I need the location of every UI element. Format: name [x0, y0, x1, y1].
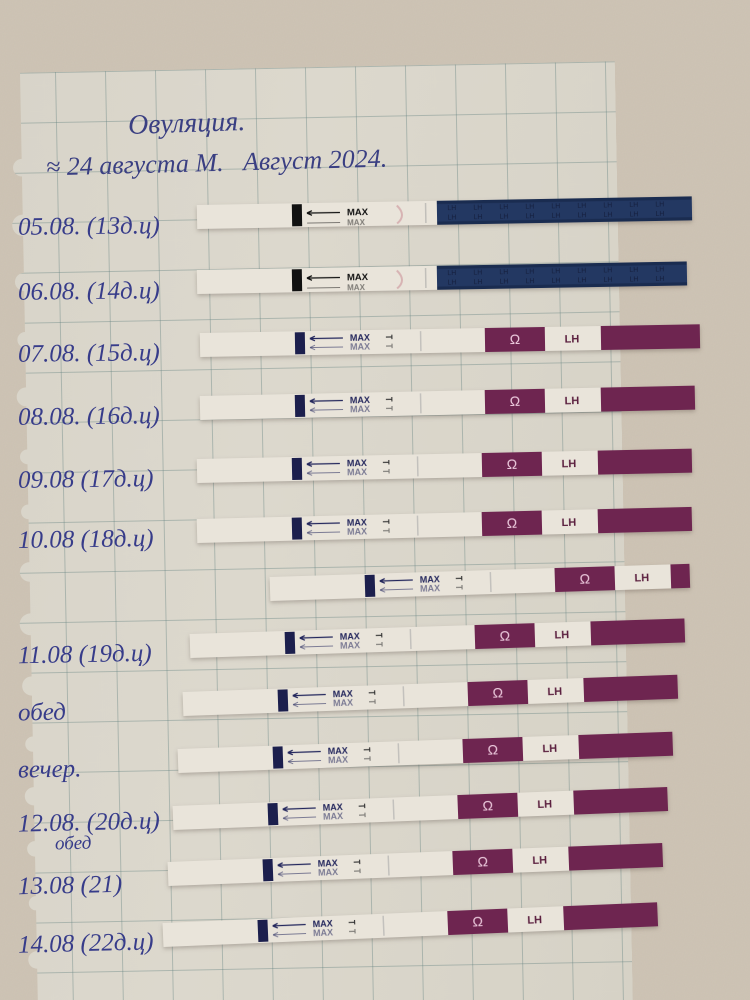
svg-text:LH: LH	[578, 277, 587, 284]
svg-text:Ω: Ω	[482, 797, 493, 813]
svg-text:Ω: Ω	[477, 853, 488, 869]
svg-text:LH: LH	[525, 204, 534, 211]
svg-text:Ω: Ω	[507, 456, 518, 472]
svg-text:LH: LH	[473, 270, 482, 277]
svg-text:LH: LH	[578, 212, 587, 219]
svg-text:LH: LH	[474, 279, 483, 286]
svg-text:MAX: MAX	[323, 811, 343, 822]
svg-text:LH: LH	[525, 269, 534, 276]
svg-text:MAX: MAX	[420, 583, 440, 594]
svg-text:LH: LH	[532, 854, 547, 867]
svg-text:LH: LH	[634, 572, 649, 584]
svg-text:LH: LH	[448, 279, 457, 286]
svg-text:LH: LH	[564, 395, 579, 407]
svg-text:Ω: Ω	[510, 331, 521, 347]
svg-text:LH: LH	[499, 204, 508, 211]
svg-text:LH: LH	[551, 203, 560, 210]
svg-text:Ω: Ω	[510, 393, 521, 409]
svg-text:LH: LH	[499, 269, 508, 276]
svg-text:LH: LH	[655, 211, 664, 218]
svg-text:MAX: MAX	[350, 342, 370, 352]
svg-text:Ω: Ω	[487, 741, 498, 757]
svg-text:LH: LH	[629, 202, 638, 209]
svg-text:LH: LH	[603, 267, 612, 274]
svg-text:MAX: MAX	[333, 698, 353, 709]
svg-text:LH: LH	[655, 201, 664, 208]
svg-text:MAX: MAX	[347, 526, 367, 536]
svg-text:MAX: MAX	[350, 404, 370, 414]
svg-text:LH: LH	[577, 203, 586, 210]
svg-text:Ω: Ω	[472, 913, 483, 929]
svg-text:LH: LH	[577, 268, 586, 275]
svg-text:MAX: MAX	[347, 283, 366, 292]
svg-text:MAX: MAX	[313, 927, 333, 938]
svg-text:LH: LH	[629, 211, 638, 218]
svg-text:MAX: MAX	[347, 207, 369, 218]
svg-text:Ω: Ω	[579, 570, 590, 586]
svg-text:LH: LH	[552, 213, 561, 220]
svg-text:Ω: Ω	[492, 684, 503, 700]
svg-text:MAX: MAX	[347, 467, 367, 477]
svg-text:LH: LH	[554, 629, 569, 641]
svg-text:LH: LH	[500, 279, 509, 286]
svg-text:LH: LH	[655, 266, 664, 273]
svg-text:LH: LH	[537, 798, 552, 811]
svg-text:LH: LH	[603, 277, 612, 284]
svg-text:MAX: MAX	[347, 218, 366, 227]
svg-text:LH: LH	[500, 214, 509, 221]
svg-text:LH: LH	[603, 202, 612, 209]
svg-text:LH: LH	[655, 276, 664, 283]
svg-text:LH: LH	[526, 278, 535, 285]
svg-text:LH: LH	[629, 276, 638, 283]
svg-text:LH: LH	[473, 205, 482, 212]
svg-text:LH: LH	[551, 268, 560, 275]
svg-text:LH: LH	[447, 205, 456, 212]
svg-text:MAX: MAX	[340, 640, 360, 651]
svg-text:LH: LH	[561, 517, 576, 529]
svg-text:MAX: MAX	[347, 272, 369, 283]
svg-text:LH: LH	[603, 212, 612, 219]
svg-text:MAX: MAX	[328, 755, 348, 766]
svg-text:MAX: MAX	[318, 867, 338, 878]
svg-text:LH: LH	[447, 270, 456, 277]
svg-text:LH: LH	[552, 278, 561, 285]
svg-text:LH: LH	[448, 214, 457, 221]
svg-text:LH: LH	[547, 686, 562, 699]
svg-text:LH: LH	[542, 743, 557, 756]
svg-text:Ω: Ω	[506, 515, 517, 531]
svg-text:LH: LH	[629, 267, 638, 274]
svg-text:LH: LH	[474, 214, 483, 221]
svg-text:LH: LH	[561, 458, 576, 470]
svg-text:LH: LH	[565, 333, 580, 345]
svg-text:LH: LH	[527, 914, 542, 927]
svg-text:Ω: Ω	[499, 627, 510, 643]
svg-text:LH: LH	[526, 213, 535, 220]
